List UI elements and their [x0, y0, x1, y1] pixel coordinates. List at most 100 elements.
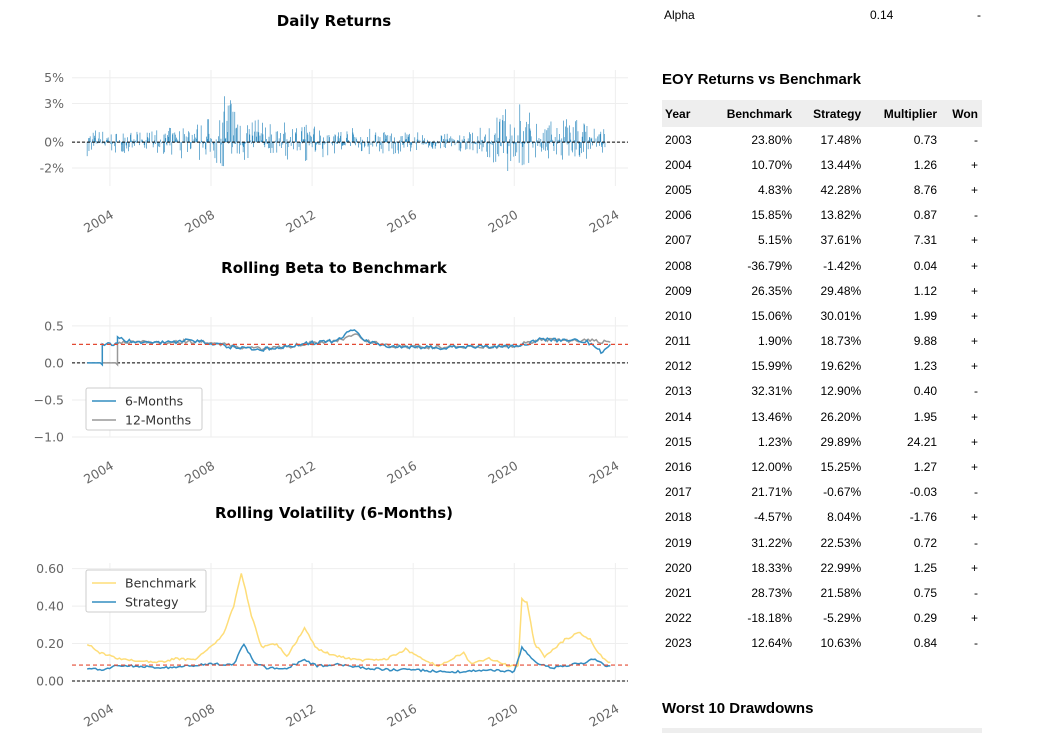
- eoy-cell-multiplier: 1.25: [913, 560, 938, 575]
- eoy-cell-strategy: 22.99%: [820, 560, 862, 575]
- y-tick-label: 0.5: [44, 318, 64, 333]
- eoy-header-year: Year: [662, 100, 704, 127]
- eoy-cell-won: -: [974, 485, 978, 500]
- table-row: 2009 26.35% 29.48% 1.12 +: [662, 278, 982, 303]
- eoy-cell-strategy: 13.44%: [820, 157, 862, 172]
- eoy-cell-benchmark: 10.70%: [751, 157, 793, 172]
- eoy-cell-strategy: 13.82%: [820, 208, 862, 223]
- legend-label: 6-Months: [125, 394, 183, 409]
- x-tick-label: 2012: [283, 458, 318, 487]
- table-row: 2013 32.31% 12.90% 0.40 -: [662, 379, 982, 404]
- metric-row-alpha: Alpha 0.14 -: [662, 8, 982, 24]
- eoy-cell-strategy: -0.67%: [823, 485, 862, 500]
- eoy-table: Year Benchmark Strategy Multiplier Won 2003 2…: [662, 100, 982, 656]
- eoy-cell-year: 2009: [665, 283, 692, 298]
- x-tick-label: 2004: [81, 458, 116, 487]
- metric-value: 0.14: [870, 8, 894, 22]
- series-line-12-months: [102, 333, 611, 367]
- eoy-cell-year: 2020: [665, 560, 692, 575]
- table-row: 2023 12.64% 10.63% 0.84 -: [662, 631, 982, 656]
- x-tick-label: 2004: [81, 701, 116, 730]
- eoy-cell-multiplier: -0.03: [909, 485, 938, 500]
- eoy-cell-won: +: [970, 283, 978, 298]
- eoy-cell-year: 2023: [665, 636, 692, 651]
- eoy-cell-benchmark: -18.18%: [747, 611, 793, 626]
- eoy-cell-strategy: -1.42%: [823, 258, 862, 273]
- eoy-cell-benchmark: 15.85%: [751, 208, 793, 223]
- eoy-cell-strategy: 12.90%: [820, 384, 862, 399]
- eoy-cell-won: +: [970, 334, 978, 349]
- drawdowns-table-header: [662, 728, 982, 733]
- table-row: 2022 -18.18% -5.29% 0.29 +: [662, 606, 982, 631]
- chart-title: Rolling Beta to Benchmark: [221, 259, 448, 277]
- eoy-cell-strategy: 29.89%: [820, 434, 862, 449]
- eoy-cell-benchmark: 15.99%: [751, 359, 793, 374]
- x-tick-label: 2008: [182, 458, 217, 487]
- x-tick-label: 2012: [283, 701, 318, 730]
- x-tick-label: 2024: [586, 458, 621, 487]
- drawdowns-title: Worst 10 Drawdowns: [662, 700, 814, 717]
- eoy-cell-year: 2011: [665, 334, 691, 349]
- table-row: 2007 5.15% 37.61% 7.31 +: [662, 228, 982, 253]
- table-row: 2003 23.80% 17.48% 0.73 -: [662, 127, 982, 152]
- eoy-cell-year: 2005: [665, 182, 692, 197]
- eoy-cell-multiplier: 1.26: [913, 157, 938, 172]
- eoy-cell-won: -: [974, 535, 978, 550]
- eoy-cell-multiplier: 1.27: [913, 460, 938, 475]
- eoy-header-strategy: Strategy: [795, 100, 865, 127]
- eoy-cell-strategy: 26.20%: [820, 409, 862, 424]
- eoy-cell-benchmark: -4.57%: [754, 510, 793, 525]
- eoy-cell-strategy: 15.25%: [820, 460, 862, 475]
- eoy-cell-strategy: 29.48%: [820, 283, 862, 298]
- eoy-cell-strategy: 18.73%: [820, 334, 862, 349]
- y-tick-label: 3%: [44, 96, 64, 111]
- legend-label: Strategy: [125, 595, 179, 610]
- eoy-cell-year: 2007: [665, 233, 692, 248]
- legend-label: Benchmark: [125, 576, 197, 591]
- daily-returns-chart: Daily Returns 2004 2008 2012 2016 2020 2024 5% 3…: [0, 0, 640, 240]
- eoy-cell-strategy: 42.28%: [820, 182, 862, 197]
- eoy-cell-won: +: [970, 460, 978, 475]
- eoy-cell-multiplier: 0.75: [913, 585, 938, 600]
- y-tick-label: 0.00: [36, 674, 64, 689]
- eoy-cell-strategy: 10.63%: [820, 636, 862, 651]
- table-row: 2008 -36.79% -1.42% 0.04 +: [662, 253, 982, 278]
- eoy-cell-benchmark: 12.00%: [751, 460, 793, 475]
- eoy-cell-won: +: [970, 233, 978, 248]
- eoy-cell-benchmark: 32.31%: [751, 384, 793, 399]
- eoy-cell-year: 2022: [665, 611, 692, 626]
- eoy-cell-benchmark: 5.15%: [758, 233, 793, 248]
- eoy-cell-benchmark: -36.79%: [747, 258, 793, 273]
- eoy-title: EOY Returns vs Benchmark: [662, 71, 861, 88]
- x-tick-label: 2008: [182, 701, 217, 730]
- eoy-cell-benchmark: 12.64%: [751, 636, 793, 651]
- eoy-cell-multiplier: 1.95: [913, 409, 938, 424]
- eoy-cell-multiplier: 7.31: [913, 233, 938, 248]
- eoy-header-row: Year Benchmark Strategy Multiplier Won: [662, 100, 982, 127]
- y-tick-label: 5%: [44, 70, 64, 85]
- y-tick-label: 0.40: [36, 599, 64, 614]
- eoy-cell-year: 2015: [665, 434, 692, 449]
- eoy-cell-strategy: 17.48%: [820, 132, 862, 147]
- eoy-cell-strategy: 37.61%: [820, 233, 862, 248]
- eoy-cell-won: +: [970, 308, 978, 323]
- metric-label: Alpha: [664, 8, 695, 22]
- eoy-cell-multiplier: 0.73: [913, 132, 938, 147]
- eoy-cell-won: -: [974, 384, 978, 399]
- eoy-cell-year: 2010: [665, 308, 692, 323]
- eoy-cell-year: 2014: [665, 409, 692, 424]
- x-tick-label: 2008: [182, 207, 217, 236]
- eoy-header-won: Won: [940, 100, 982, 127]
- eoy-cell-year: 2021: [665, 585, 692, 600]
- x-tick-label: 2004: [81, 207, 116, 236]
- eoy-cell-won: -: [974, 132, 978, 147]
- eoy-cell-year: 2019: [665, 535, 692, 550]
- x-tick-label: 2020: [485, 207, 520, 236]
- table-row: 2019 31.22% 22.53% 0.72 -: [662, 530, 982, 555]
- rolling-volatility-chart: Rolling Volatility (6-Months) 2004 2008 201…: [0, 490, 640, 733]
- eoy-cell-multiplier: 1.23: [913, 359, 938, 374]
- eoy-cell-multiplier: 8.76: [913, 182, 938, 197]
- eoy-cell-multiplier: -1.76: [909, 510, 938, 525]
- eoy-cell-multiplier: 0.84: [913, 636, 938, 651]
- x-tick-label: 2020: [485, 701, 520, 730]
